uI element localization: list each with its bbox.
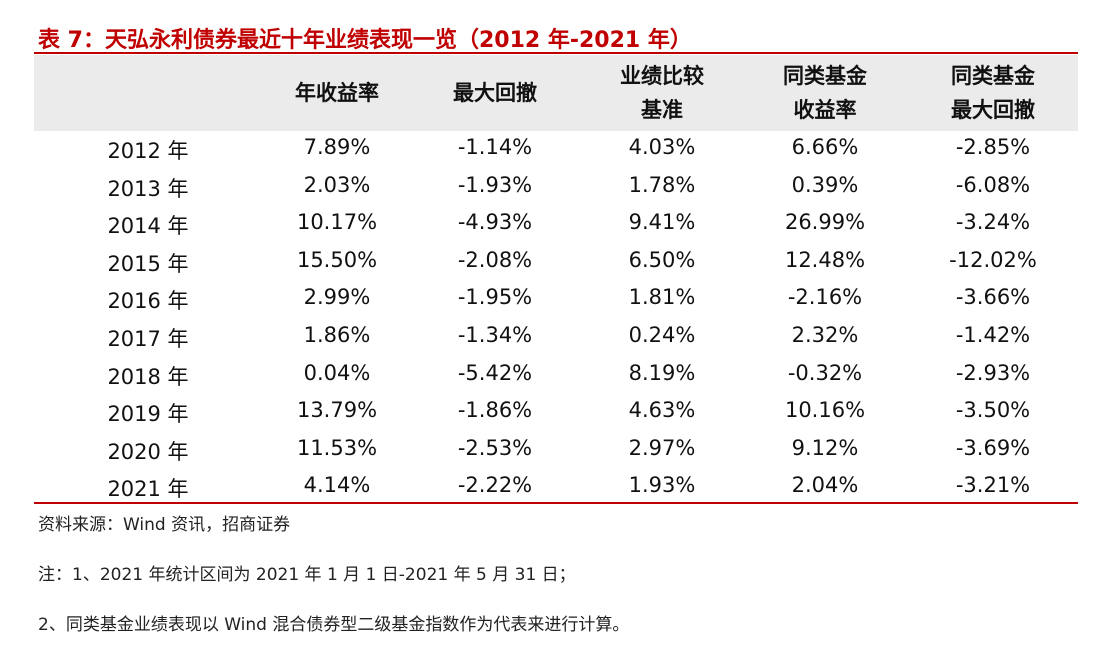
column-header: 同类基金 (783, 64, 867, 88)
table-cell: 4.03% (628, 135, 696, 159)
table-cell: -2.16% (787, 285, 863, 310)
top-rule (34, 52, 1078, 54)
table-cell: 10.17% (296, 210, 378, 235)
row-label: 2017 年 (107, 327, 189, 351)
column-header: 同类基金 (951, 64, 1035, 88)
table-cell: -3.24% (955, 210, 1031, 235)
footnote: 2、同类基金业绩表现以 Wind 混合债券型二级基金指数作为代表来进行计算。 (38, 615, 630, 635)
table-cell: 0.24% (628, 323, 696, 347)
table-cell: 11.53% (296, 435, 378, 460)
table-cell: -2.08% (457, 247, 533, 272)
row-label: 2019 年 (107, 402, 189, 427)
table-cell: 12.48% (784, 247, 866, 272)
table-cell: 6.50% (628, 247, 696, 272)
row-label: 2015 年 (107, 251, 189, 276)
table-cell: -3.66% (955, 285, 1031, 310)
table-cell: -6.08% (955, 172, 1031, 197)
row-label: 2016 年 (107, 289, 189, 314)
row-label: 2020 年 (107, 439, 189, 464)
row-label: 2021 年 (107, 477, 189, 502)
column-header: 收益率 (793, 98, 857, 122)
table-cell: 1.93% (628, 473, 696, 498)
row-label: 2014 年 (107, 214, 189, 239)
table-cell: -1.93% (457, 172, 533, 197)
table-cell: -2.53% (457, 435, 533, 460)
table-cell: 13.79% (296, 398, 378, 423)
row-label: 2018 年 (107, 364, 189, 389)
table-cell: -5.42% (457, 360, 533, 385)
footnote: 注：1、2021 年统计区间为 2021 年 1 月 1 日-2021 年 5 … (38, 565, 576, 585)
table-cell: -2.22% (457, 473, 533, 498)
table-cell: -1.86% (457, 398, 533, 423)
table-cell: 2.99% (303, 285, 371, 310)
table-cell: 0.39% (791, 172, 859, 197)
table-cell: 9.41% (628, 210, 696, 235)
table-cell: -1.14% (457, 135, 533, 159)
table-cell: 1.78% (628, 172, 696, 197)
table-cell: -4.93% (457, 210, 533, 235)
table-cell: 15.50% (296, 247, 378, 272)
table-cell: -1.34% (457, 323, 533, 347)
table-cell: 2.32% (791, 323, 859, 347)
table-cell: -3.69% (955, 435, 1031, 460)
table-cell: -2.93% (955, 360, 1031, 385)
column-header: 最大回撤 (453, 81, 537, 105)
table-cell: 4.14% (303, 473, 371, 498)
column-header: 基准 (641, 98, 683, 122)
table-cell: 10.16% (784, 398, 866, 423)
table-cell: 1.86% (303, 323, 371, 347)
table-cell: 4.63% (628, 398, 696, 423)
table-cell: -2.85% (955, 135, 1031, 159)
table-cell: 6.66% (791, 135, 859, 159)
table-cell: 2.03% (303, 172, 371, 197)
table-cell: 8.19% (628, 360, 696, 385)
table-cell: 2.97% (628, 435, 696, 460)
column-header: 年收益率 (295, 81, 379, 105)
table-cell: 2.04% (791, 473, 859, 498)
bottom-rule (34, 502, 1078, 504)
table-cell: -1.42% (955, 323, 1031, 347)
table-cell: -3.21% (955, 473, 1031, 498)
header-band (34, 55, 1078, 131)
column-header: 最大回撤 (951, 98, 1035, 122)
table-cell: -1.95% (457, 285, 533, 310)
table-cell: 9.12% (791, 435, 859, 460)
source-note: 资料来源：Wind 资讯，招商证券 (38, 515, 291, 535)
column-header: 业绩比较 (620, 64, 704, 88)
table-cell: -3.50% (955, 398, 1031, 423)
row-label: 2013 年 (107, 176, 189, 201)
table-cell: 1.81% (628, 285, 696, 310)
table-cell: 0.04% (303, 360, 371, 385)
row-label: 2012 年 (107, 139, 189, 163)
table-cell: 26.99% (784, 210, 866, 235)
table-cell: 7.89% (303, 135, 371, 159)
table-title: 表 7：天弘永利债券最近十年业绩表现一览（2012 年-2021 年） (38, 28, 692, 53)
table-cell: -12.02% (949, 247, 1037, 272)
table-cell: -0.32% (787, 360, 863, 385)
